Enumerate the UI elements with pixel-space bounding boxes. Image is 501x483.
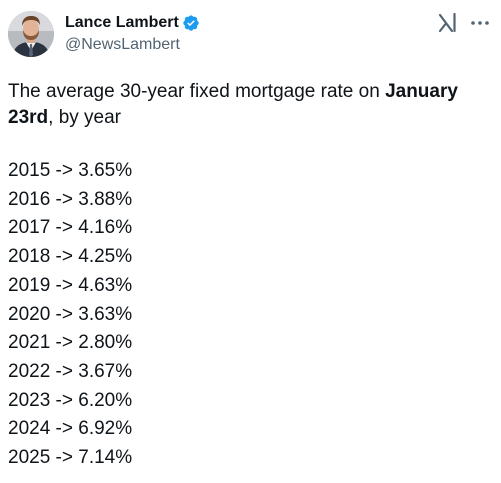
rate-line: 2023 -> 6.20% <box>8 389 133 411</box>
verified-badge-icon <box>182 14 200 32</box>
tweet-body: The average 30-year fixed mortgage rate … <box>8 79 493 473</box>
rate-line: 2024 -> 6.92% <box>8 418 133 440</box>
rate-line: 2018 -> 4.25% <box>8 246 133 268</box>
more-options-icon[interactable] <box>469 12 491 34</box>
rate-line: 2020 -> 3.63% <box>8 303 133 325</box>
rate-line: 2025 -> 7.14% <box>8 447 133 469</box>
top-actions <box>437 12 491 34</box>
author-info: Lance Lambert @NewsLambert <box>65 12 200 54</box>
grok-icon[interactable] <box>437 12 459 34</box>
intro-text: The average 30-year fixed mortgage rate … <box>8 81 386 102</box>
rate-line: 2017 -> 4.16% <box>8 217 133 239</box>
display-name[interactable]: Lance Lambert <box>65 14 179 31</box>
rate-line: 2016 -> 3.88% <box>8 188 133 210</box>
author-handle[interactable]: @NewsLambert <box>65 36 180 53</box>
rate-line: 2015 -> 3.65% <box>8 160 133 181</box>
name-row: Lance Lambert <box>65 12 200 34</box>
tweet-header: Lance Lambert @NewsLambert <box>8 10 493 62</box>
rate-line: 2021 -> 2.80% <box>8 332 133 354</box>
avatar[interactable] <box>8 11 54 57</box>
rate-list: 2015 -> 3.65% 2016 -> 3.88% 2017 -> 4.16… <box>8 157 493 473</box>
tweet-intro: The average 30-year fixed mortgage rate … <box>8 79 493 131</box>
rate-line: 2019 -> 4.63% <box>8 274 133 296</box>
rate-line: 2022 -> 3.67% <box>8 360 133 382</box>
intro-text-end: , by year <box>48 107 122 128</box>
intro-bold-date: January 23rd <box>8 81 458 128</box>
